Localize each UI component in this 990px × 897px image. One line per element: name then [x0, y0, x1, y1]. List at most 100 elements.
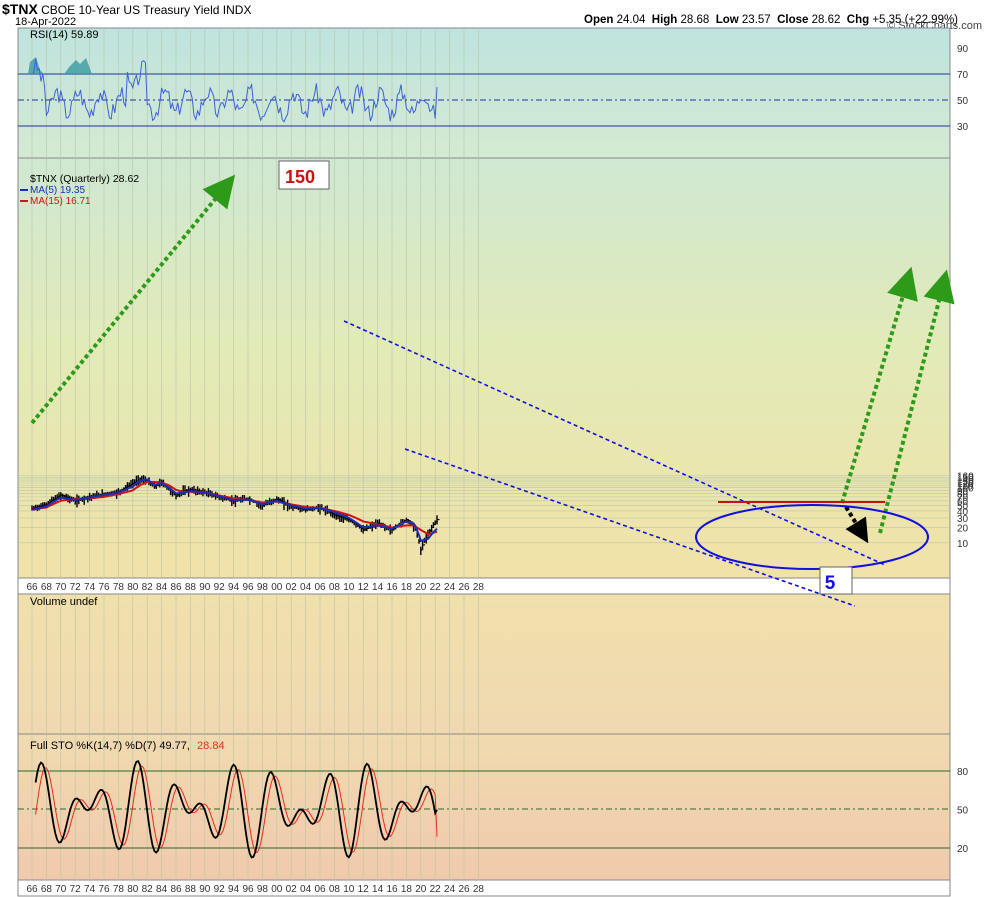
x-tick-label: 00	[271, 582, 283, 593]
x-tick-label: 90	[199, 582, 211, 593]
x-tick-label: 10	[343, 884, 355, 895]
x-tick-label: 88	[185, 884, 197, 895]
price-tick-label: 30	[957, 514, 969, 525]
x-tick-label: 66	[26, 884, 38, 895]
rsi-tick-label: 50	[957, 96, 969, 107]
x-tick-label: 70	[55, 582, 67, 593]
x-tick-label: 96	[242, 582, 254, 593]
sto-label-d: 28.84	[197, 740, 225, 752]
x-tick-label: 68	[41, 582, 53, 593]
rsi-label: RSI(14) 59.89	[30, 29, 98, 41]
sto-label-main: Full STO %K(14,7) %D(7) 49.77,	[30, 740, 190, 752]
x-tick-label: 84	[156, 884, 168, 895]
x-tick-label: 20	[415, 582, 427, 593]
price-legend-ma15: MA(15) 16.71	[30, 196, 91, 207]
x-tick-label: 86	[170, 884, 182, 895]
x-tick-label: 72	[70, 884, 82, 895]
sto-k-line	[34, 760, 438, 859]
x-tick-label: 08	[329, 582, 341, 593]
high-value: 28.68	[680, 14, 710, 26]
x-tick-label: 20	[415, 884, 427, 895]
channel-upper-line	[343, 320, 886, 566]
sto-tick-label: 80	[957, 767, 969, 778]
open-label: Open	[584, 14, 614, 26]
x-tick-label: 96	[242, 884, 254, 895]
axis-labels: 6666686870707272747476767878808082828484…	[26, 44, 974, 895]
x-tick-label: 68	[41, 884, 53, 895]
x-tick-label: 22	[430, 884, 442, 895]
price-tick-label: 110	[957, 481, 973, 492]
price-tick-label: 140	[957, 475, 974, 486]
x-tick-label: 78	[113, 884, 125, 895]
x-tick-label: 98	[257, 884, 269, 895]
channel-lower-line	[404, 448, 856, 607]
x-tick-label: 04	[300, 582, 312, 593]
price-tick-label: 60	[957, 497, 969, 508]
x-tick-label: 88	[185, 582, 197, 593]
ma5-line	[31, 478, 438, 543]
open-value: 24.04	[616, 14, 646, 26]
chart-title: $TNX CBOE 10-Year US Treasury Yield INDX	[2, 1, 251, 17]
peak-label: 150	[285, 167, 315, 187]
close-label: Close	[777, 14, 809, 26]
x-tick-label: 14	[372, 582, 384, 593]
x-tick-label: 76	[98, 582, 110, 593]
x-tick-label: 02	[286, 582, 298, 593]
rsi-fill-overbought	[28, 57, 92, 74]
x-tick-label: 92	[214, 582, 226, 593]
rsi-tick-label: 70	[957, 70, 969, 81]
x-tick-label: 84	[156, 582, 168, 593]
x-tick-label: 82	[142, 884, 154, 895]
rsi-line	[31, 58, 438, 123]
ma15-line	[31, 480, 438, 536]
chg-value: +5.35 (+22.99%)	[872, 14, 959, 26]
rsi-panel	[17, 27, 951, 159]
x-axis-band-2	[17, 879, 951, 897]
price-tick-label: 20	[957, 524, 969, 535]
volume-panel	[17, 593, 951, 735]
x-tick-label: 98	[257, 582, 269, 593]
price-tick-label: 40	[957, 507, 969, 518]
green-arrow-target-2	[878, 269, 955, 534]
x-tick-label: 22	[430, 582, 442, 593]
x-tick-label: 80	[127, 884, 139, 895]
price-tick-label: 90	[957, 486, 969, 497]
green-arrow-target-1	[840, 266, 918, 504]
low-label-box	[819, 566, 853, 595]
x-tick-label: 04	[300, 884, 312, 895]
ohlc-readout: Open 24.04 High 28.68 Low 23.57 Close 28…	[584, 14, 958, 26]
low-value: 23.57	[741, 14, 771, 26]
x-tick-label: 92	[214, 884, 226, 895]
base-ellipse	[695, 504, 929, 570]
x-tick-label: 76	[98, 884, 110, 895]
chg-label: Chg	[846, 14, 870, 26]
x-tick-label: 72	[70, 582, 82, 593]
x-tick-label: 86	[170, 582, 182, 593]
green-arrow-uptrend	[30, 174, 236, 425]
x-tick-label: 14	[372, 884, 384, 895]
x-tick-label: 00	[271, 884, 283, 895]
price-tick-label: 160	[957, 472, 974, 483]
x-tick-label: 10	[343, 582, 355, 593]
symbol: $TNX	[2, 1, 38, 17]
x-tick-label: 74	[84, 582, 96, 593]
price-tick-label: 120	[957, 479, 974, 490]
sto-tick-label: 20	[957, 844, 969, 855]
x-tick-label: 28	[473, 884, 485, 895]
sto-label: Full STO %K(14,7) %D(7) 49.77, 28.84	[30, 740, 225, 752]
x-tick-label: 78	[113, 582, 125, 593]
x-tick-label: 06	[314, 884, 326, 895]
x-tick-label: 26	[458, 884, 470, 895]
x-tick-label: 18	[401, 884, 413, 895]
x-tick-label: 90	[199, 884, 211, 895]
sto-panel	[17, 733, 951, 881]
rsi-tick-label: 30	[957, 122, 969, 133]
high-label: High	[651, 14, 678, 26]
peak-label-box	[278, 160, 330, 190]
x-tick-label: 28	[473, 582, 485, 593]
price-legend-ma5: MA(5) 19.35	[30, 185, 85, 196]
price-tick-label: 10	[957, 539, 969, 550]
x-tick-label: 12	[358, 884, 370, 895]
x-tick-label: 70	[55, 884, 67, 895]
